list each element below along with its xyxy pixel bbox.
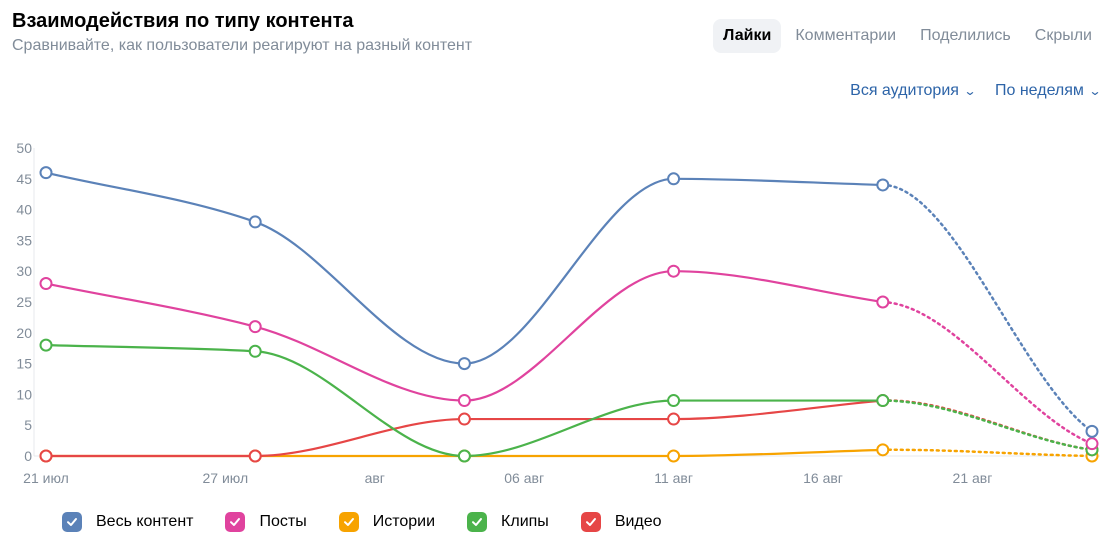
y-tick-label: 25	[16, 294, 32, 310]
data-point	[876, 443, 890, 457]
x-tick-label: 21 авг	[953, 470, 993, 486]
checkbox-checked-icon[interactable]	[580, 512, 601, 532]
data-point	[39, 277, 53, 291]
data-point	[39, 166, 53, 180]
y-tick-label: 35	[16, 232, 32, 248]
data-point	[39, 338, 53, 352]
series-line-partial	[881, 448, 1094, 458]
y-tick-label: 30	[16, 263, 32, 279]
audience-dropdown[interactable]: Вся аудитория ⌄	[850, 82, 977, 100]
chart-legend: Весь контент Посты Истории Клипы Видео	[62, 512, 662, 532]
y-tick-label: 15	[16, 356, 32, 372]
legend-label: Весь контент	[96, 513, 194, 530]
data-point	[457, 412, 471, 426]
series-line-partial	[881, 399, 1094, 452]
chevron-down-icon: ⌄	[1088, 84, 1102, 98]
legend-label: Истории	[372, 513, 436, 530]
chevron-down-icon: ⌄	[963, 84, 977, 98]
tab-comments[interactable]: Комментарии	[795, 27, 897, 44]
metric-tabs: Лайки Комментарии Поделились Скрыли	[713, 19, 1102, 53]
x-tick-label: авг	[365, 470, 385, 486]
checkbox-checked-icon[interactable]	[338, 512, 359, 532]
y-tick-label: 5	[24, 417, 32, 433]
legend-label: Видео	[614, 513, 662, 530]
data-point	[876, 394, 890, 408]
legend-label: Посты	[259, 513, 307, 530]
legend-item[interactable]: Весь контент	[62, 512, 193, 532]
data-point	[876, 178, 890, 192]
checkbox-checked-icon[interactable]	[62, 512, 82, 532]
legend-item[interactable]: Истории	[338, 512, 436, 532]
series-line-partial	[881, 399, 1094, 452]
line-chart: 0 5 10 15 20 25 30 35 40 45 50 21 июл 27 июл авг 06 ав…	[16, 140, 1100, 486]
checkbox-checked-icon[interactable]	[225, 512, 246, 532]
x-tick-label: 06 авг	[504, 470, 544, 486]
series-line	[44, 171, 884, 365]
data-point	[248, 449, 262, 463]
x-tick-label: 16 авг	[803, 470, 843, 486]
y-tick-label: 50	[16, 140, 32, 156]
data-point	[248, 320, 262, 334]
page-title: Взаимодействия по типу контента	[12, 10, 354, 32]
data-point	[248, 215, 262, 229]
period-label: По неделям	[995, 82, 1084, 99]
data-point	[667, 264, 681, 278]
chart-filters: Вся аудитория ⌄ По неделям ⌄	[850, 82, 1102, 100]
legend-item[interactable]: Клипы	[467, 512, 549, 532]
y-tick-label: 0	[24, 448, 32, 464]
series-line	[44, 270, 884, 402]
legend-item[interactable]: Посты	[225, 512, 307, 532]
x-tick-label: 11 авг	[654, 470, 693, 486]
audience-label: Вся аудитория	[850, 82, 959, 99]
data-point	[667, 412, 681, 426]
data-point	[39, 449, 53, 463]
y-tick-label: 10	[16, 386, 32, 402]
tab-shares[interactable]: Поделились	[920, 27, 1011, 44]
legend-item[interactable]: Видео	[580, 512, 662, 532]
data-point	[457, 449, 471, 463]
tab-hidden[interactable]: Скрыли	[1034, 27, 1092, 44]
checkbox-checked-icon[interactable]	[467, 512, 488, 532]
data-point	[667, 394, 681, 408]
data-point	[667, 449, 681, 463]
x-tick-label: 27 июл	[202, 470, 248, 486]
data-point	[876, 295, 890, 309]
x-tick-label: 21 июл	[23, 470, 69, 486]
y-tick-label: 20	[16, 325, 32, 341]
y-tick-label: 40	[16, 202, 32, 218]
data-point	[667, 172, 681, 186]
data-point	[457, 357, 471, 371]
page-subtitle: Сравнивайте, как пользователи реагируют …	[12, 37, 473, 54]
data-point	[248, 344, 262, 358]
tab-likes[interactable]: Лайки	[713, 19, 782, 53]
period-dropdown[interactable]: По неделям ⌄	[995, 82, 1102, 100]
legend-label: Клипы	[501, 513, 549, 530]
data-point	[1085, 424, 1099, 438]
series-line-partial	[881, 183, 1094, 433]
data-point	[457, 394, 471, 408]
y-tick-label: 45	[16, 171, 32, 187]
data-point	[1085, 437, 1099, 451]
series-line	[44, 399, 884, 458]
